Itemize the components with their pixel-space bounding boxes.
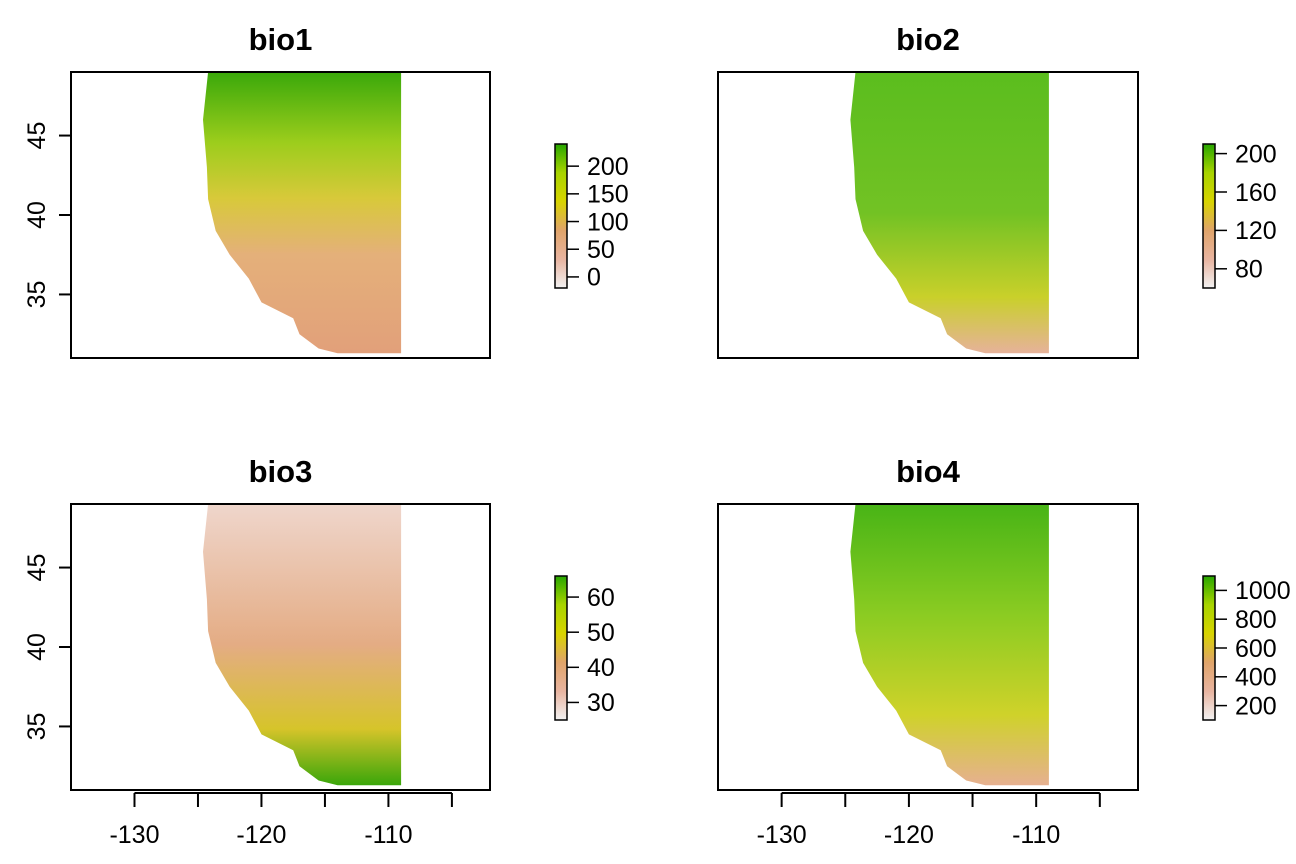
x-tick-label--130: -130 xyxy=(109,821,159,849)
legend-label-40: 40 xyxy=(587,654,615,682)
panel-title-bio4: bio4 xyxy=(896,454,960,489)
legend-label-200: 200 xyxy=(587,153,629,181)
y-tick-label-45: 45 xyxy=(23,554,51,582)
plot-frame-bio2 xyxy=(717,71,1139,359)
legend-colorbar xyxy=(554,575,568,721)
legend-colorbar xyxy=(1202,143,1216,289)
raster-landmass-bio1 xyxy=(203,72,402,354)
legend-bio3: 60 50 40 30 xyxy=(554,575,615,721)
legend-label-200: 200 xyxy=(1235,692,1277,720)
legend-bio2: 200 160 120 80 xyxy=(1202,140,1277,289)
legend-label-120: 120 xyxy=(1235,217,1277,245)
y-tick-label-35: 35 xyxy=(23,713,51,741)
legend-label-160: 160 xyxy=(1235,179,1277,207)
legend-label-60: 60 xyxy=(587,584,615,612)
legend-label-1000: 1000 xyxy=(1235,577,1291,605)
raster-landmass-bio4 xyxy=(850,504,1049,786)
x-tick-label--110: -110 xyxy=(364,821,412,849)
x-tick-label--120: -120 xyxy=(884,821,934,849)
panel-title-bio1: bio1 xyxy=(249,22,313,57)
raster-landmass-bio2 xyxy=(850,72,1049,354)
legend-label-400: 400 xyxy=(1235,664,1277,692)
y-tick-label-40: 40 xyxy=(23,201,51,229)
y-tick-label-45: 45 xyxy=(23,122,51,150)
plot-frame-bio4 xyxy=(717,503,1139,791)
panel-title-bio2: bio2 xyxy=(896,22,960,57)
x-tick-label--110: -110 xyxy=(1012,821,1060,849)
legend-label-800: 800 xyxy=(1235,606,1277,634)
legend-label-600: 600 xyxy=(1235,635,1277,663)
x-tick-label--130: -130 xyxy=(757,821,807,849)
legend-label-50: 50 xyxy=(587,619,615,647)
legend-colorbar xyxy=(1202,575,1216,721)
legend-label-0: 0 xyxy=(587,264,601,292)
legend-label-50: 50 xyxy=(587,236,615,264)
panel-bio2: bio2 200 160 120 80 xyxy=(717,22,1277,359)
y-tick-label-35: 35 xyxy=(23,281,51,309)
legend-label-100: 100 xyxy=(587,208,629,236)
legend-label-150: 150 xyxy=(587,181,629,209)
legend-label-200: 200 xyxy=(1235,140,1277,168)
legend-label-30: 30 xyxy=(587,689,615,717)
panel-bio3: bio3 35 40 45 -130 -120 -110 60 50 40 30 xyxy=(23,454,615,849)
raster-landmass-bio3 xyxy=(203,504,402,786)
panel-title-bio3: bio3 xyxy=(249,454,313,489)
y-tick-label-40: 40 xyxy=(23,633,51,661)
legend-label-80: 80 xyxy=(1235,256,1263,284)
legend-colorbar xyxy=(554,143,568,289)
x-tick-label--120: -120 xyxy=(236,821,286,849)
